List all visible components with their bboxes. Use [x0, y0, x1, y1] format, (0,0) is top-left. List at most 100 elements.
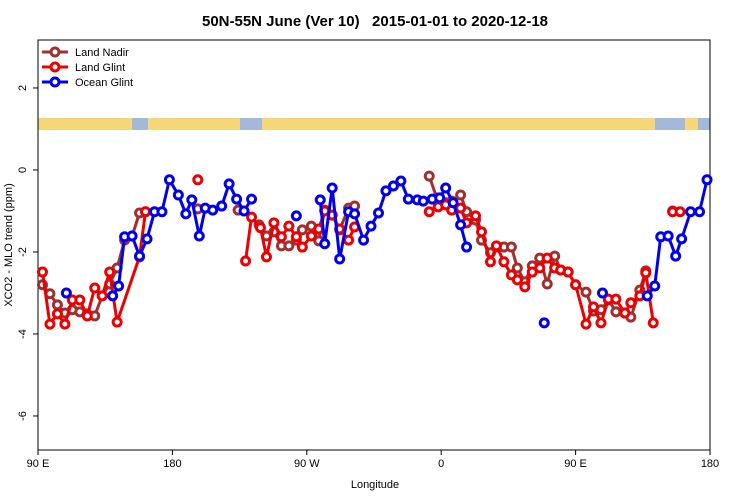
data-point: [380, 185, 392, 197]
data-point: [51, 299, 63, 311]
data-point: [476, 226, 488, 238]
data-point: [447, 197, 459, 209]
data-point: [455, 202, 467, 214]
data-point: [640, 267, 652, 279]
data-point: [434, 192, 446, 204]
data-point: [268, 217, 280, 229]
data-point: [74, 294, 86, 306]
data-point: [238, 205, 250, 217]
y-tick-label: -2: [17, 247, 29, 257]
data-point: [246, 193, 258, 205]
data-point: [538, 317, 550, 329]
data-point: [343, 234, 355, 246]
x-tick-label: 90 E: [27, 458, 50, 470]
data-point: [490, 240, 502, 252]
data-point: [207, 204, 219, 216]
data-point: [275, 231, 287, 243]
series: [60, 174, 713, 329]
x-tick-label: 0: [438, 458, 444, 470]
data-point: [240, 255, 252, 267]
data-point: [570, 279, 582, 291]
data-point: [610, 293, 622, 305]
data-point: [519, 281, 531, 293]
data-point: [223, 178, 235, 190]
y-tick-label: -6: [17, 411, 29, 421]
x-axis-label: Longitude: [351, 479, 399, 491]
data-point: [694, 206, 706, 218]
data-point: [141, 233, 153, 245]
series: [36, 170, 679, 323]
data-point: [580, 286, 592, 298]
data-point: [255, 222, 267, 234]
data-point: [113, 280, 125, 292]
data-point: [461, 241, 473, 253]
data-point: [305, 230, 317, 242]
data-point: [455, 189, 467, 201]
x-tick-label: 180: [163, 458, 181, 470]
data-point: [372, 207, 384, 219]
data-point: [580, 318, 592, 330]
data-point: [417, 195, 429, 207]
data-point: [231, 193, 243, 205]
legend-marker: [49, 76, 61, 88]
data-point: [180, 208, 192, 220]
data-point: [126, 230, 138, 242]
data-point: [290, 231, 302, 243]
data-point: [134, 250, 146, 262]
data-point: [296, 224, 308, 236]
data-point: [662, 230, 674, 242]
data-point: [140, 206, 152, 218]
data-point: [387, 180, 399, 192]
data-point: [89, 282, 101, 294]
y-axis-label: XCO2 - MLO trend (ppm): [3, 183, 15, 306]
data-point: [290, 210, 302, 222]
y-tick-label: -4: [17, 329, 29, 339]
data-point: [319, 238, 331, 250]
data-point: [534, 262, 546, 274]
data-point: [326, 182, 338, 194]
data-point: [596, 287, 608, 299]
data-point: [595, 317, 607, 329]
data-point: [81, 310, 93, 322]
data-point: [562, 266, 574, 278]
data-point: [625, 297, 637, 309]
data-point: [365, 220, 377, 232]
data-point: [283, 220, 295, 232]
data-point: [216, 200, 228, 212]
series-line: [41, 203, 681, 326]
data-point: [283, 240, 295, 252]
data-point: [647, 317, 659, 329]
data-point: [511, 274, 523, 286]
data-point: [610, 306, 622, 318]
data-point: [186, 194, 198, 206]
data-point: [96, 290, 108, 302]
legend-marker: [49, 61, 61, 73]
land-ocean-strip: [38, 118, 710, 130]
data-point: [260, 251, 272, 263]
data-point: [51, 308, 63, 320]
data-point: [701, 174, 713, 186]
data-point: [541, 252, 553, 264]
chart-title: 50N-55N June (Ver 10) 2015-01-01 to 2020…: [202, 13, 548, 30]
data-point: [440, 182, 452, 194]
data-point: [36, 266, 48, 278]
data-point: [193, 230, 205, 242]
data-point: [163, 174, 175, 186]
data-point: [588, 301, 600, 313]
x-tick-label: 180: [701, 458, 719, 470]
data-point: [314, 194, 326, 206]
data-point: [676, 233, 688, 245]
data-point: [685, 206, 697, 218]
data-point: [641, 290, 653, 302]
data-point: [619, 307, 631, 319]
data-point: [107, 290, 119, 302]
data-point: [246, 211, 258, 223]
data-point: [484, 256, 496, 268]
legend-marker: [49, 46, 61, 58]
data-point: [541, 278, 553, 290]
data-point: [395, 175, 407, 187]
x-tick-label: 90 E: [564, 458, 587, 470]
data-point: [470, 210, 482, 222]
data-point: [60, 287, 72, 299]
data-point: [111, 316, 123, 328]
